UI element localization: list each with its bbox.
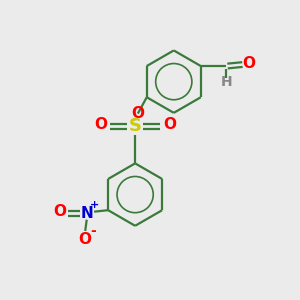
Text: +: + [89, 200, 99, 210]
Text: S: S [129, 117, 142, 135]
Text: O: O [163, 117, 176, 132]
Text: O: O [131, 106, 144, 121]
Text: H: H [220, 75, 232, 89]
Text: O: O [242, 56, 255, 70]
Text: -: - [90, 224, 95, 238]
Text: N: N [80, 206, 93, 221]
Text: O: O [79, 232, 92, 247]
Text: O: O [53, 204, 66, 219]
Text: O: O [94, 117, 107, 132]
